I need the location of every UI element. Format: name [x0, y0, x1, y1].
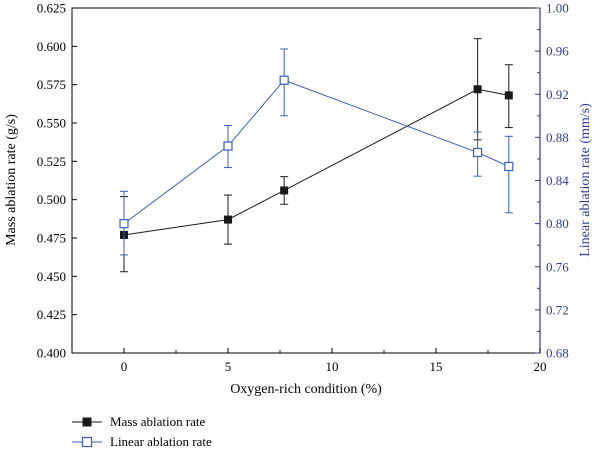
y-left-tick-label: 0.425 — [37, 307, 66, 322]
x-axis-ticks: 0 5 10 15 20 — [121, 348, 547, 374]
y-left-axis-label: Mass ablation rate (g/s) — [4, 114, 19, 246]
y-right-tick-label: 0.80 — [546, 216, 569, 231]
legend-marker-mass — [82, 417, 92, 427]
legend: Mass ablation rate Linear ablation rate — [72, 414, 212, 449]
legend-label-linear: Linear ablation rate — [110, 434, 212, 449]
y-right-axis-label: Linear ablation rate (mm/s) — [578, 103, 593, 257]
y-right-tick-label: 0.84 — [546, 173, 569, 188]
plot-area — [71, 7, 541, 354]
data-point — [473, 147, 483, 158]
legend-marker-linear — [81, 436, 93, 448]
y-left-tick-label: 0.625 — [37, 1, 66, 16]
series-mass — [120, 38, 513, 273]
data-point — [473, 85, 482, 94]
legend-label-mass: Mass ablation rate — [110, 414, 206, 429]
y-left-tick-label: 0.500 — [37, 192, 66, 207]
y-right-tick-label: 0.96 — [546, 44, 569, 59]
y-left-tick-label: 0.475 — [37, 231, 66, 246]
series-linear — [119, 48, 514, 256]
y-left-axis-ticks: 0.400 0.425 0.450 0.475 0.500 0.525 0.550 0.575… — [37, 1, 77, 361]
series-line — [123, 79, 510, 225]
y-left-tick-label: 0.575 — [37, 77, 66, 92]
data-point — [504, 161, 514, 172]
series-layer — [119, 38, 514, 273]
y-right-tick-label: 0.76 — [546, 259, 569, 274]
y-right-axis-ticks: 0.68 0.72 0.76 0.80 0.84 0.88 0.92 0.96 1.00 — [535, 1, 569, 361]
y-left-tick-label: 0.400 — [37, 346, 66, 361]
y-right-tick-label: 0.88 — [546, 130, 569, 145]
y-right-tick-label: 0.68 — [546, 346, 569, 361]
y-left-tick-label: 0.550 — [37, 116, 66, 131]
data-point — [279, 75, 289, 85]
y-right-tick-label: 0.72 — [546, 302, 569, 317]
y-left-tick-label: 0.600 — [37, 39, 66, 54]
y-left-tick-label: 0.450 — [37, 269, 66, 284]
x-axis-label: Oxygen-rich condition (%) — [230, 382, 382, 397]
y-left-tick-label: 0.525 — [37, 154, 66, 169]
x-tick-label: 15 — [430, 359, 443, 374]
data-point — [119, 219, 129, 229]
data-point — [224, 215, 232, 224]
data-point — [223, 141, 233, 151]
x-tick-label: 0 — [121, 359, 128, 374]
series-line — [123, 88, 509, 236]
x-tick-label: 10 — [326, 359, 339, 374]
legend-item-mass: Mass ablation rate — [72, 414, 206, 429]
x-tick-label: 5 — [225, 359, 232, 374]
y-right-tick-label: 1.00 — [546, 1, 569, 16]
data-point — [280, 186, 289, 195]
legend-item-linear: Linear ablation rate — [72, 434, 212, 449]
data-point — [504, 91, 513, 100]
x-tick-label: 20 — [534, 359, 547, 374]
y-right-tick-label: 0.92 — [546, 87, 569, 102]
